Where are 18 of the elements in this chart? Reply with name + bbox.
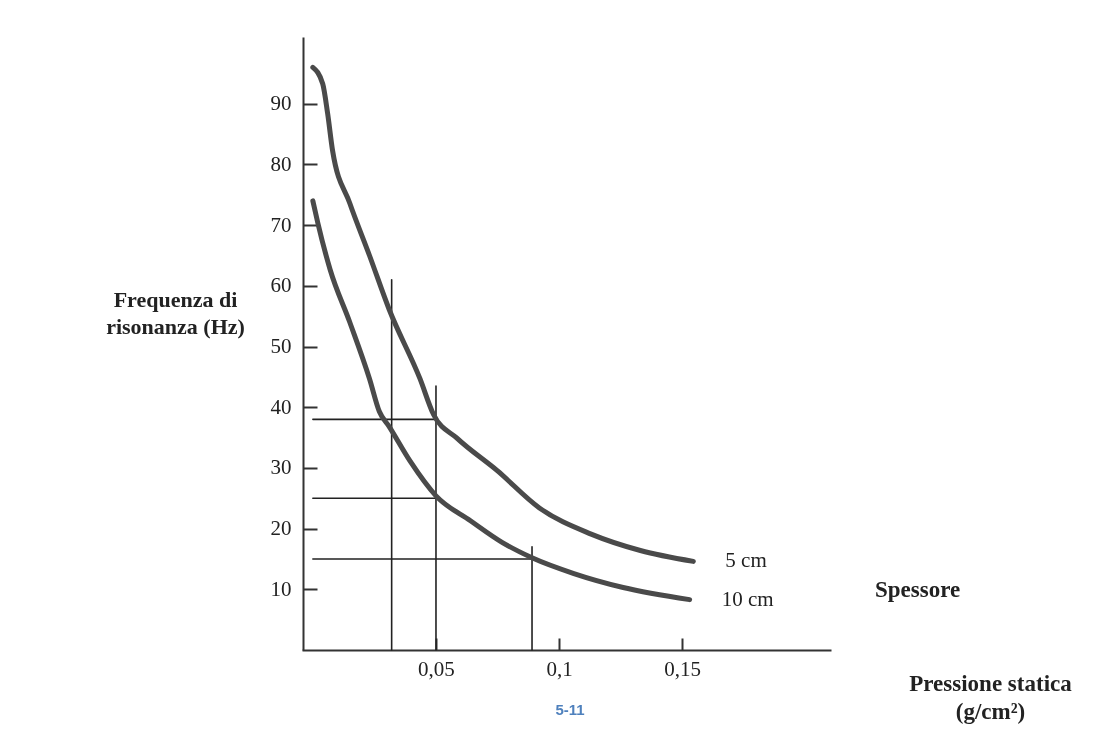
- series-label: 10 cm: [721, 586, 774, 611]
- x-tick-label: 0,05: [418, 656, 455, 681]
- x-tick-label: 0,15: [664, 656, 702, 681]
- y-tick-label: 80: [270, 151, 292, 176]
- legend-title: Spessore: [875, 577, 961, 602]
- y-tick-label: 60: [270, 273, 292, 298]
- y-tick-label: 70: [270, 212, 292, 237]
- series-label: 5 cm: [725, 548, 767, 573]
- y-tick-label: 20: [270, 516, 292, 541]
- y-tick-label: 10: [270, 576, 292, 601]
- y-axis-title: Frequenza di risonanza (Hz): [106, 286, 245, 339]
- y-tick-label: 40: [270, 394, 292, 419]
- y-tick-label: 30: [270, 455, 292, 480]
- x-tick-label: 0,1: [546, 656, 573, 681]
- text: 5-11: [555, 701, 585, 718]
- y-tick-label: 90: [270, 91, 292, 116]
- y-tick-label: 50: [270, 334, 292, 359]
- x-axis-title: Pressione statica (g/cm²): [909, 670, 1073, 724]
